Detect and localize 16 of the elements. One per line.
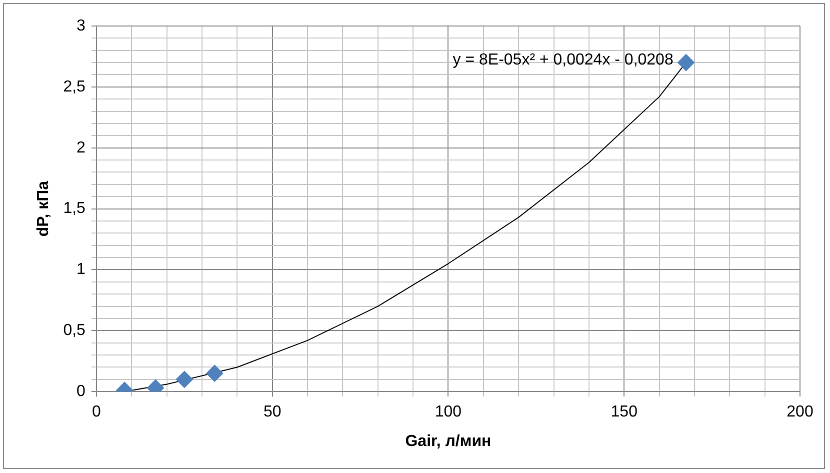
y-tick-label: 2,5 <box>63 78 86 96</box>
x-tick-label: 100 <box>434 404 462 421</box>
y-tick-label: 0 <box>76 383 86 400</box>
point <box>678 54 695 72</box>
y-tick-label: 2 <box>76 139 86 156</box>
x-axis-title: Gair, л/мин <box>405 432 492 450</box>
y-tick-label: 1 <box>76 261 86 278</box>
x-tick-label: 150 <box>610 404 638 421</box>
x-tick-label: 50 <box>263 404 282 421</box>
x-tick-label: 200 <box>786 404 814 421</box>
x-tick-label: 0 <box>92 404 101 421</box>
y-tick-label: 0,5 <box>63 322 86 340</box>
y-tick-label: 1,5 <box>63 200 86 218</box>
y-axis-title: dP, кПа <box>35 180 52 237</box>
annotation: y = 8E-05x² + 0,0024x - 0,0208 <box>452 51 674 68</box>
y-tick-label: 3 <box>76 17 86 34</box>
